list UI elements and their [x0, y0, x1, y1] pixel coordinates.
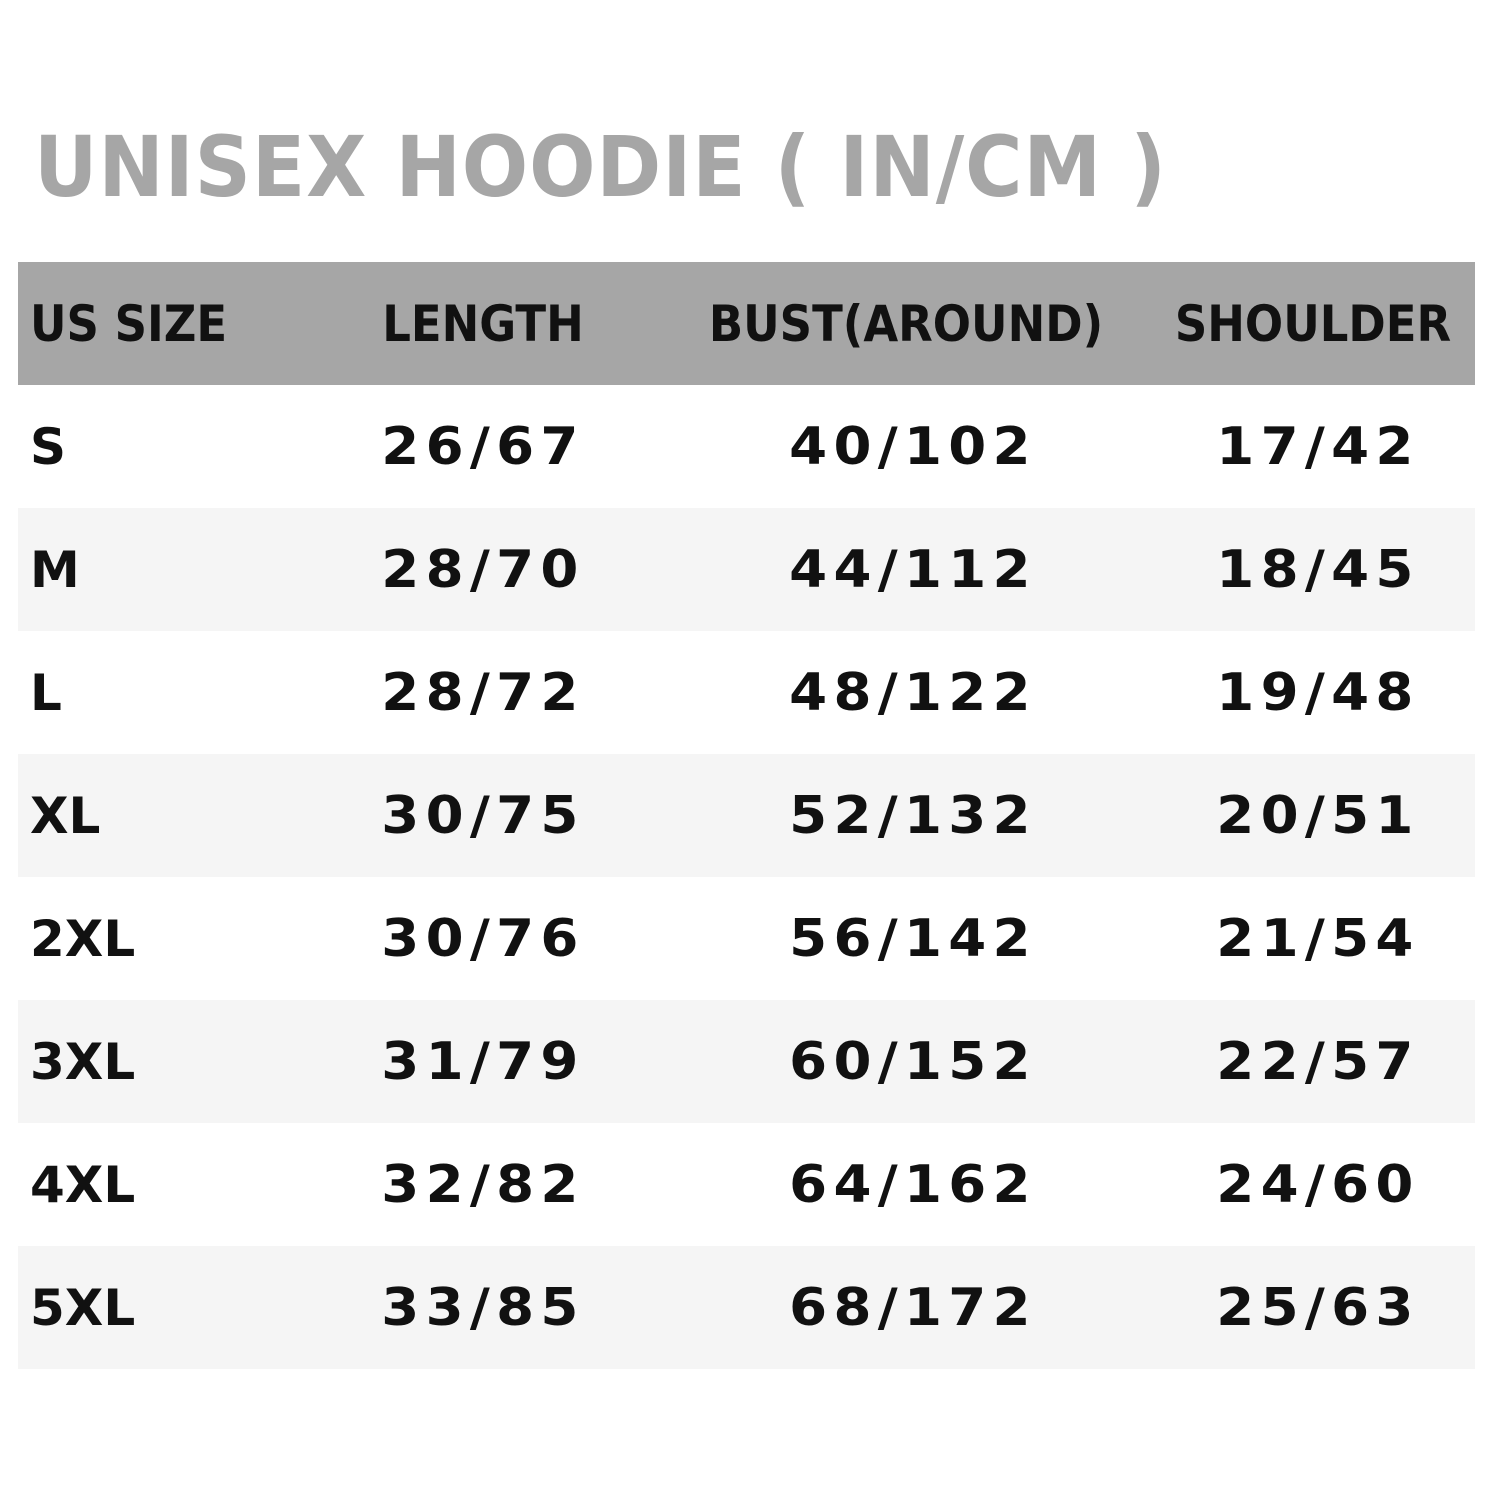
- size-cell: 2XL: [30, 909, 136, 968]
- size-cell: S: [30, 417, 67, 476]
- table-row: L 28/72 48/122 19/48: [18, 631, 1475, 754]
- length-cell: 31/79: [381, 1031, 585, 1092]
- size-cell: XL: [30, 786, 101, 845]
- bust-cell: 68/172: [789, 1277, 1037, 1338]
- table-row: 5XL 33/85 68/172 25/63: [18, 1246, 1475, 1369]
- table-row: 3XL 31/79 60/152 22/57: [18, 1000, 1475, 1123]
- table-row: M 28/70 44/112 18/45: [18, 508, 1475, 631]
- size-cell: L: [30, 663, 62, 722]
- table-row: S 26/67 40/102 17/42: [18, 385, 1475, 508]
- size-cell: 5XL: [30, 1278, 136, 1337]
- table-row: 2XL 30/76 56/142 21/54: [18, 877, 1475, 1000]
- header-us-size: US SIZE: [30, 294, 228, 353]
- bust-cell: 44/112: [789, 539, 1037, 600]
- bust-cell: 64/162: [789, 1154, 1037, 1215]
- length-cell: 30/76: [381, 908, 585, 969]
- bust-cell: 56/142: [789, 908, 1037, 969]
- table-row: 4XL 32/82 64/162 24/60: [18, 1123, 1475, 1246]
- shoulder-cell: 20/51: [1216, 785, 1420, 846]
- length-cell: 30/75: [381, 785, 585, 846]
- shoulder-cell: 19/48: [1216, 662, 1420, 723]
- size-cell: 3XL: [30, 1032, 136, 1091]
- shoulder-cell: 22/57: [1216, 1031, 1420, 1092]
- header-shoulder: SHOULDER: [1174, 294, 1452, 353]
- bust-cell: 52/132: [789, 785, 1037, 846]
- size-cell: M: [30, 540, 80, 599]
- bust-cell: 40/102: [789, 416, 1037, 477]
- length-cell: 32/82: [381, 1154, 585, 1215]
- table-row: XL 30/75 52/132 20/51: [18, 754, 1475, 877]
- shoulder-cell: 21/54: [1216, 908, 1420, 969]
- size-table: US SIZE LENGTH BUST(AROUND) SHOULDER S 26…: [18, 262, 1475, 1369]
- bust-cell: 60/152: [789, 1031, 1037, 1092]
- shoulder-cell: 17/42: [1216, 416, 1420, 477]
- length-cell: 33/85: [381, 1277, 585, 1338]
- table-header-row: US SIZE LENGTH BUST(AROUND) SHOULDER: [18, 262, 1475, 385]
- shoulder-cell: 18/45: [1216, 539, 1420, 600]
- chart-title: UNISEX HOODIE ( IN/CM ): [34, 118, 1167, 216]
- shoulder-cell: 25/63: [1216, 1277, 1420, 1338]
- length-cell: 28/72: [381, 662, 585, 723]
- bust-cell: 48/122: [789, 662, 1037, 723]
- shoulder-cell: 24/60: [1216, 1154, 1420, 1215]
- length-cell: 26/67: [381, 416, 585, 477]
- header-bust: BUST(AROUND): [708, 294, 1104, 353]
- header-length: LENGTH: [382, 294, 584, 353]
- table-body: S 26/67 40/102 17/42 M 28/70 44/112 18/45 L 28/72…: [18, 385, 1475, 1369]
- size-cell: 4XL: [30, 1155, 136, 1214]
- length-cell: 28/70: [381, 539, 585, 600]
